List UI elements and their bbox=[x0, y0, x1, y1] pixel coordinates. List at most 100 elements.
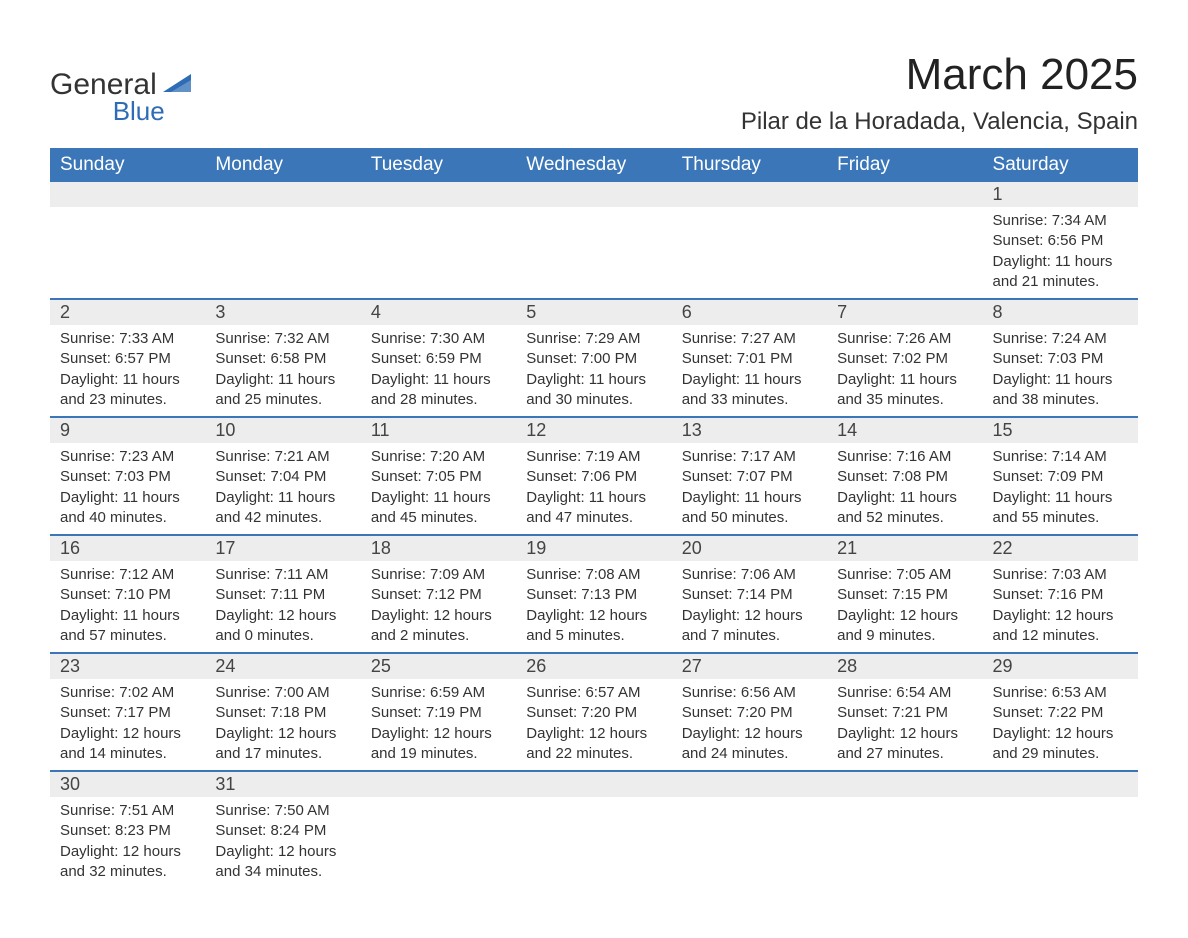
day-details: Sunrise: 6:53 AMSunset: 7:22 PMDaylight:… bbox=[983, 679, 1138, 770]
day-number bbox=[827, 772, 982, 797]
sunset-text: Sunset: 6:58 PM bbox=[215, 349, 350, 369]
weekday-header-row: SundayMondayTuesdayWednesdayThursdayFrid… bbox=[50, 148, 1138, 182]
day-number: 30 bbox=[50, 772, 205, 797]
daylight-text-2: and 32 minutes. bbox=[60, 862, 195, 882]
month-title: March 2025 bbox=[741, 50, 1138, 100]
sunrise-text: Sunrise: 7:24 AM bbox=[993, 329, 1128, 349]
daylight-text-1: Daylight: 12 hours bbox=[837, 724, 972, 744]
day-details bbox=[827, 797, 982, 888]
daylight-text-2: and 28 minutes. bbox=[371, 390, 506, 410]
sunrise-text: Sunrise: 7:23 AM bbox=[60, 447, 195, 467]
day-number: 13 bbox=[672, 418, 827, 443]
week-daynum-row: 23242526272829 bbox=[50, 652, 1138, 679]
day-details: Sunrise: 7:27 AMSunset: 7:01 PMDaylight:… bbox=[672, 325, 827, 416]
day-number: 6 bbox=[672, 300, 827, 325]
week-daynum-row: 2345678 bbox=[50, 298, 1138, 325]
week-details-row: Sunrise: 7:51 AMSunset: 8:23 PMDaylight:… bbox=[50, 797, 1138, 888]
day-details: Sunrise: 7:20 AMSunset: 7:05 PMDaylight:… bbox=[361, 443, 516, 534]
sunrise-text: Sunrise: 7:02 AM bbox=[60, 683, 195, 703]
week-details-row: Sunrise: 7:02 AMSunset: 7:17 PMDaylight:… bbox=[50, 679, 1138, 770]
day-details: Sunrise: 7:24 AMSunset: 7:03 PMDaylight:… bbox=[983, 325, 1138, 416]
page-header: General Blue March 2025 Pilar de la Hora… bbox=[50, 50, 1138, 136]
daylight-text-2: and 22 minutes. bbox=[526, 744, 661, 764]
sunrise-text: Sunrise: 7:06 AM bbox=[682, 565, 817, 585]
sunset-text: Sunset: 7:14 PM bbox=[682, 585, 817, 605]
sunset-text: Sunset: 7:20 PM bbox=[682, 703, 817, 723]
logo: General Blue bbox=[50, 50, 193, 127]
day-details bbox=[361, 207, 516, 298]
day-details bbox=[827, 207, 982, 298]
day-details: Sunrise: 7:06 AMSunset: 7:14 PMDaylight:… bbox=[672, 561, 827, 652]
day-number: 8 bbox=[983, 300, 1138, 325]
day-number: 5 bbox=[516, 300, 671, 325]
sunrise-text: Sunrise: 7:32 AM bbox=[215, 329, 350, 349]
day-details: Sunrise: 7:16 AMSunset: 7:08 PMDaylight:… bbox=[827, 443, 982, 534]
day-number: 17 bbox=[205, 536, 360, 561]
daylight-text-1: Daylight: 12 hours bbox=[215, 842, 350, 862]
calendar-page: General Blue March 2025 Pilar de la Hora… bbox=[50, 50, 1138, 888]
week-details-row: Sunrise: 7:12 AMSunset: 7:10 PMDaylight:… bbox=[50, 561, 1138, 652]
day-number: 12 bbox=[516, 418, 671, 443]
day-number: 16 bbox=[50, 536, 205, 561]
calendar-grid: SundayMondayTuesdayWednesdayThursdayFrid… bbox=[50, 148, 1138, 888]
sunrise-text: Sunrise: 7:08 AM bbox=[526, 565, 661, 585]
day-details: Sunrise: 6:59 AMSunset: 7:19 PMDaylight:… bbox=[361, 679, 516, 770]
sunset-text: Sunset: 7:00 PM bbox=[526, 349, 661, 369]
daylight-text-2: and 50 minutes. bbox=[682, 508, 817, 528]
week-details-row: Sunrise: 7:34 AMSunset: 6:56 PMDaylight:… bbox=[50, 207, 1138, 298]
daylight-text-1: Daylight: 12 hours bbox=[526, 724, 661, 744]
daylight-text-1: Daylight: 11 hours bbox=[215, 488, 350, 508]
location-text: Pilar de la Horadada, Valencia, Spain bbox=[741, 108, 1138, 136]
day-details: Sunrise: 6:54 AMSunset: 7:21 PMDaylight:… bbox=[827, 679, 982, 770]
day-details: Sunrise: 7:26 AMSunset: 7:02 PMDaylight:… bbox=[827, 325, 982, 416]
day-number bbox=[827, 182, 982, 207]
day-number bbox=[361, 182, 516, 207]
daylight-text-2: and 55 minutes. bbox=[993, 508, 1128, 528]
week-details-row: Sunrise: 7:33 AMSunset: 6:57 PMDaylight:… bbox=[50, 325, 1138, 416]
weekday-header-cell: Sunday bbox=[50, 148, 205, 182]
day-number: 9 bbox=[50, 418, 205, 443]
sunset-text: Sunset: 6:57 PM bbox=[60, 349, 195, 369]
daylight-text-2: and 23 minutes. bbox=[60, 390, 195, 410]
daylight-text-1: Daylight: 11 hours bbox=[60, 370, 195, 390]
sunrise-text: Sunrise: 7:03 AM bbox=[993, 565, 1128, 585]
day-details: Sunrise: 7:12 AMSunset: 7:10 PMDaylight:… bbox=[50, 561, 205, 652]
daylight-text-2: and 34 minutes. bbox=[215, 862, 350, 882]
daylight-text-1: Daylight: 11 hours bbox=[993, 252, 1128, 272]
weekday-header-cell: Thursday bbox=[672, 148, 827, 182]
daylight-text-2: and 25 minutes. bbox=[215, 390, 350, 410]
day-details: Sunrise: 7:19 AMSunset: 7:06 PMDaylight:… bbox=[516, 443, 671, 534]
weekday-header-cell: Wednesday bbox=[516, 148, 671, 182]
day-details: Sunrise: 7:34 AMSunset: 6:56 PMDaylight:… bbox=[983, 207, 1138, 298]
daylight-text-1: Daylight: 11 hours bbox=[60, 488, 195, 508]
day-number bbox=[516, 182, 671, 207]
sunset-text: Sunset: 7:03 PM bbox=[60, 467, 195, 487]
day-details: Sunrise: 6:57 AMSunset: 7:20 PMDaylight:… bbox=[516, 679, 671, 770]
daylight-text-1: Daylight: 11 hours bbox=[993, 488, 1128, 508]
day-number bbox=[516, 772, 671, 797]
sunrise-text: Sunrise: 7:20 AM bbox=[371, 447, 506, 467]
daylight-text-2: and 45 minutes. bbox=[371, 508, 506, 528]
logo-triangle-icon bbox=[161, 72, 193, 99]
sunrise-text: Sunrise: 7:09 AM bbox=[371, 565, 506, 585]
daylight-text-2: and 19 minutes. bbox=[371, 744, 506, 764]
sunset-text: Sunset: 7:21 PM bbox=[837, 703, 972, 723]
daylight-text-1: Daylight: 12 hours bbox=[371, 606, 506, 626]
daylight-text-1: Daylight: 12 hours bbox=[60, 724, 195, 744]
sunset-text: Sunset: 8:23 PM bbox=[60, 821, 195, 841]
sunset-text: Sunset: 7:03 PM bbox=[993, 349, 1128, 369]
day-details: Sunrise: 7:30 AMSunset: 6:59 PMDaylight:… bbox=[361, 325, 516, 416]
day-number: 4 bbox=[361, 300, 516, 325]
daylight-text-1: Daylight: 12 hours bbox=[526, 606, 661, 626]
week-daynum-row: 16171819202122 bbox=[50, 534, 1138, 561]
daylight-text-1: Daylight: 11 hours bbox=[526, 488, 661, 508]
daylight-text-2: and 35 minutes. bbox=[837, 390, 972, 410]
sunset-text: Sunset: 7:05 PM bbox=[371, 467, 506, 487]
daylight-text-2: and 30 minutes. bbox=[526, 390, 661, 410]
daylight-text-2: and 2 minutes. bbox=[371, 626, 506, 646]
daylight-text-2: and 27 minutes. bbox=[837, 744, 972, 764]
sunrise-text: Sunrise: 6:59 AM bbox=[371, 683, 506, 703]
sunrise-text: Sunrise: 7:27 AM bbox=[682, 329, 817, 349]
daylight-text-2: and 57 minutes. bbox=[60, 626, 195, 646]
daylight-text-1: Daylight: 11 hours bbox=[682, 488, 817, 508]
